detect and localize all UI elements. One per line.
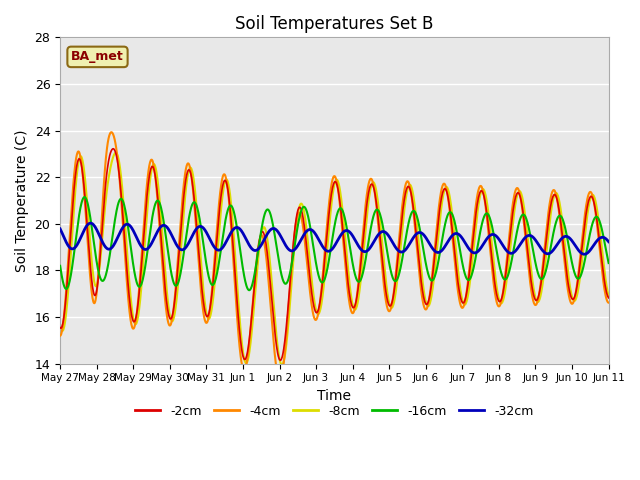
Legend: -2cm, -4cm, -8cm, -16cm, -32cm: -2cm, -4cm, -8cm, -16cm, -32cm [130, 400, 539, 423]
Text: BA_met: BA_met [71, 50, 124, 63]
Y-axis label: Soil Temperature (C): Soil Temperature (C) [15, 129, 29, 272]
Title: Soil Temperatures Set B: Soil Temperatures Set B [236, 15, 433, 33]
X-axis label: Time: Time [317, 389, 351, 403]
